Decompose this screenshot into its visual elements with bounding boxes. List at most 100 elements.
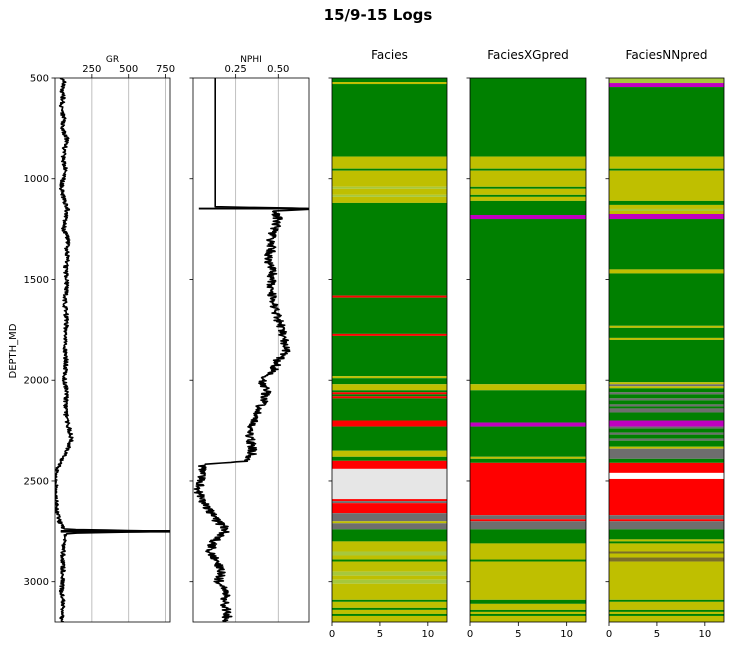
- x-tick-label: 750: [156, 64, 175, 75]
- facies-interval: [609, 384, 724, 387]
- track-title: FaciesNNpred: [626, 48, 708, 62]
- facies-interval: [332, 583, 447, 600]
- facies-interval: [332, 384, 447, 391]
- facies-interval: [609, 337, 724, 340]
- facies-interval: [609, 539, 724, 542]
- facies-interval: [332, 541, 447, 552]
- depth-axis-label: DEPTH_MD: [8, 323, 19, 378]
- facies-interval: [332, 188, 447, 195]
- facies-interval: [470, 170, 586, 187]
- facies-interval: [470, 196, 586, 201]
- facies-interval: [609, 432, 724, 435]
- facies-interval: [609, 400, 724, 405]
- track-frame: [54, 77, 171, 623]
- facies-interval: [609, 392, 724, 395]
- facies-interval: [609, 478, 724, 516]
- track-frame: [331, 77, 448, 623]
- facies-interval: [470, 194, 586, 197]
- facies-interval: [332, 468, 447, 500]
- facies-interval: [470, 186, 586, 189]
- facies-interval: [332, 202, 447, 296]
- track-title: NPHI: [240, 55, 262, 65]
- facies-interval: [332, 561, 447, 572]
- facies-interval: [332, 501, 447, 504]
- facies-interval: [332, 529, 447, 542]
- facies-interval: [609, 219, 724, 270]
- facies-interval: [609, 428, 724, 433]
- facies-interval: [609, 210, 724, 214]
- facies-interval: [609, 208, 724, 211]
- facies-interval: [332, 523, 447, 530]
- figure-title: 15/9-15 Logs: [324, 6, 433, 24]
- facies-interval: [609, 78, 724, 84]
- facies-interval: [332, 297, 447, 334]
- facies-interval: [609, 87, 724, 157]
- facies-interval: [609, 529, 724, 540]
- facies-interval: [332, 426, 447, 451]
- facies-interval: [332, 521, 447, 524]
- facies-interval: [332, 196, 447, 203]
- facies-interval: [609, 601, 724, 610]
- facies-interval: [470, 156, 586, 169]
- facies-interval: [470, 609, 586, 612]
- facies-interval: [609, 440, 724, 447]
- facies-interval: [609, 515, 724, 520]
- facies-interval: [609, 519, 724, 522]
- x-tick-label: 0: [329, 629, 335, 640]
- facies-interval: [332, 398, 447, 421]
- x-tick-label: 0.50: [267, 64, 289, 75]
- facies-interval: [332, 551, 447, 556]
- track-frame: [192, 77, 310, 623]
- track-frame: [469, 77, 587, 623]
- x-tick-label: 0: [606, 629, 612, 640]
- facies-interval: [609, 200, 724, 205]
- facies-interval: [332, 579, 447, 584]
- facies-interval: [609, 273, 724, 326]
- depth-tick-label: 2000: [24, 376, 49, 387]
- facies-interval: [332, 335, 447, 377]
- facies-interval: [332, 376, 447, 379]
- depth-tick-label: 1500: [24, 275, 49, 286]
- log-curve: [193, 78, 309, 622]
- depth-tick-label: 3000: [24, 577, 49, 588]
- facies-interval: [470, 422, 586, 427]
- facies-interval: [609, 269, 724, 274]
- facies-interval: [470, 521, 586, 530]
- facies-interval: [609, 204, 724, 209]
- x-tick-label: 5: [377, 629, 383, 640]
- x-tick-label: 0: [467, 629, 473, 640]
- facies-interval: [609, 426, 724, 429]
- depth-tick-label: 1000: [24, 174, 49, 185]
- facies-interval: [609, 561, 724, 600]
- facies-interval: [609, 521, 724, 530]
- facies-interval: [609, 446, 724, 449]
- facies-interval: [332, 599, 447, 602]
- facies-interval: [332, 194, 447, 197]
- nphi-track: 0.25 0.50 NPHI: [189, 55, 310, 623]
- facies-interval: [332, 503, 447, 514]
- facies-interval: [609, 382, 724, 385]
- depth-tick-label: 500: [30, 74, 49, 85]
- facies-interval: [609, 458, 724, 463]
- facies-interval: [609, 386, 724, 389]
- facies-interval: [332, 168, 447, 171]
- facies-interval: [470, 426, 586, 457]
- facies-interval: [332, 571, 447, 576]
- facies-interval: [609, 412, 724, 421]
- facies-interval: [332, 84, 447, 157]
- facies-interval: [332, 156, 447, 169]
- facies-interval: [609, 168, 724, 171]
- facies-xgpred-track: FaciesXGpred 0 5 10: [466, 48, 587, 640]
- facies-interval: [609, 434, 724, 439]
- facies-interval: [609, 551, 724, 554]
- facies-interval: [609, 420, 724, 427]
- facies-interval: [470, 559, 586, 562]
- facies-interval: [332, 420, 447, 427]
- facies-interval: [332, 601, 447, 608]
- facies-interval: [609, 462, 724, 473]
- log-curve: [55, 78, 169, 622]
- facies-interval: [470, 561, 586, 600]
- x-tick-label: 10: [421, 629, 434, 640]
- facies-interval: [470, 529, 586, 544]
